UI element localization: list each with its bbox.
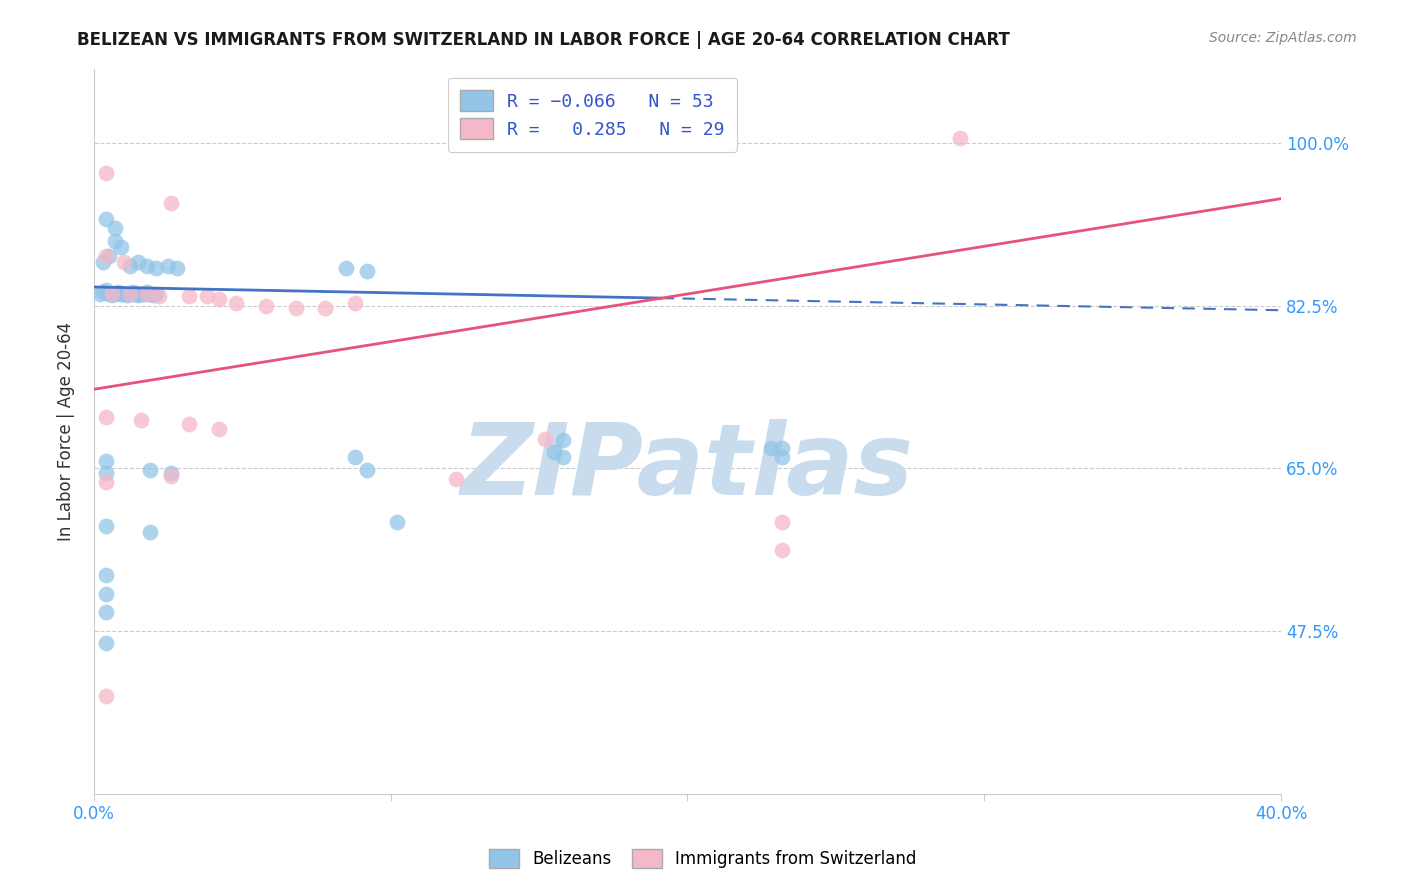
Point [118, 259, 141, 273]
Point [91, 255, 114, 269]
Point [94, 212, 117, 227]
Point [94, 249, 117, 263]
Point [124, 286, 146, 301]
Point [107, 285, 129, 299]
Point [100, 288, 122, 302]
Point [551, 434, 574, 448]
Point [94, 568, 117, 582]
Point [136, 259, 159, 273]
Point [104, 286, 127, 301]
Text: Source: ZipAtlas.com: Source: ZipAtlas.com [1209, 31, 1357, 45]
Point [94, 519, 117, 533]
Point [115, 288, 138, 302]
Point [94, 689, 117, 703]
Point [110, 286, 132, 301]
Point [136, 285, 159, 299]
Point [131, 413, 153, 427]
Point [444, 472, 467, 486]
Point [207, 292, 229, 306]
Point [131, 286, 153, 301]
Point [160, 196, 183, 211]
Y-axis label: In Labor Force | Age 20-64: In Labor Force | Age 20-64 [58, 321, 75, 541]
Point [385, 515, 408, 529]
Text: BELIZEAN VS IMMIGRANTS FROM SWITZERLAND IN LABOR FORCE | AGE 20-64 CORRELATION C: BELIZEAN VS IMMIGRANTS FROM SWITZERLAND … [77, 31, 1010, 49]
Point [94, 466, 117, 480]
Point [97, 249, 120, 263]
Point [91, 285, 114, 299]
Point [94, 454, 117, 468]
Point [160, 468, 183, 483]
Point [89, 286, 111, 301]
Point [127, 255, 149, 269]
Point [356, 463, 378, 477]
Point [118, 286, 141, 301]
Point [534, 432, 557, 446]
Point [148, 289, 170, 303]
Point [759, 441, 782, 455]
Point [94, 587, 117, 601]
Point [134, 286, 156, 301]
Point [142, 288, 165, 302]
Point [770, 441, 793, 455]
Point [770, 515, 793, 529]
Point [136, 286, 159, 301]
Point [770, 450, 793, 464]
Point [118, 286, 141, 301]
Point [112, 255, 135, 269]
Point [335, 261, 357, 276]
Point [127, 288, 149, 302]
Point [160, 466, 183, 480]
Point [97, 286, 120, 301]
Point [207, 422, 229, 436]
Point [356, 264, 378, 278]
Point [254, 299, 277, 313]
Point [94, 636, 117, 650]
Point [770, 543, 793, 558]
Point [94, 283, 117, 297]
Point [139, 463, 162, 477]
Point [344, 450, 367, 464]
Point [104, 221, 127, 235]
Legend: Belizeans, Immigrants from Switzerland: Belizeans, Immigrants from Switzerland [482, 842, 924, 875]
Legend: R = −0.066   N = 53, R =   0.285   N = 29: R = −0.066 N = 53, R = 0.285 N = 29 [447, 78, 737, 152]
Point [94, 475, 117, 490]
Point [94, 166, 117, 180]
Point [225, 295, 247, 310]
Point [177, 289, 200, 303]
Point [166, 261, 188, 276]
Point [94, 606, 117, 620]
Point [314, 301, 336, 316]
Point [145, 286, 167, 301]
Point [104, 234, 127, 248]
Point [139, 524, 162, 539]
Point [139, 286, 162, 301]
Point [121, 285, 143, 299]
Point [100, 286, 122, 301]
Point [157, 259, 180, 273]
Point [543, 444, 565, 458]
Point [949, 131, 972, 145]
Point [177, 417, 200, 431]
Point [344, 295, 367, 310]
Text: ZIPatlas: ZIPatlas [461, 419, 914, 516]
Point [284, 301, 307, 316]
Point [145, 261, 167, 276]
Point [551, 450, 574, 464]
Point [195, 289, 218, 303]
Point [112, 286, 135, 301]
Point [94, 410, 117, 425]
Point [110, 240, 132, 254]
